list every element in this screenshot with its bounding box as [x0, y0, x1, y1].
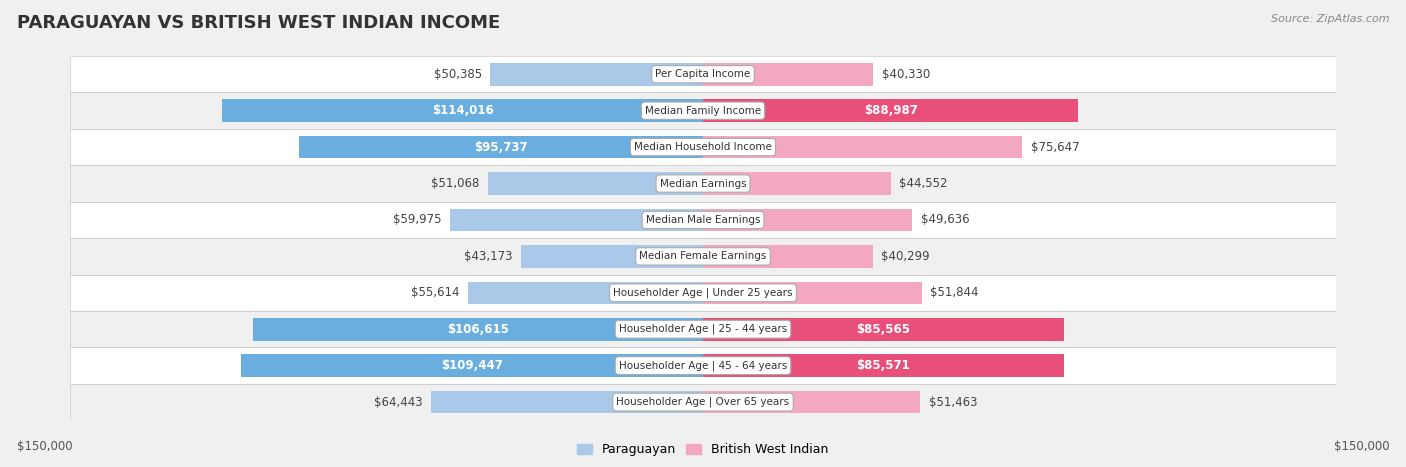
- Bar: [70, 56, 1336, 92]
- Text: $59,975: $59,975: [394, 213, 441, 226]
- Bar: [222, 99, 703, 122]
- Text: $55,614: $55,614: [412, 286, 460, 299]
- Text: $40,299: $40,299: [882, 250, 929, 263]
- Bar: [520, 245, 703, 268]
- Bar: [299, 136, 703, 158]
- Text: $109,447: $109,447: [441, 359, 503, 372]
- Text: $50,385: $50,385: [434, 68, 482, 81]
- Bar: [70, 347, 1336, 384]
- Text: Householder Age | Over 65 years: Householder Age | Over 65 years: [616, 397, 790, 407]
- Text: Median Household Income: Median Household Income: [634, 142, 772, 152]
- Bar: [70, 311, 1336, 347]
- Bar: [70, 238, 1336, 275]
- Text: $43,173: $43,173: [464, 250, 512, 263]
- Text: $40,330: $40,330: [882, 68, 929, 81]
- Bar: [70, 165, 1336, 202]
- Bar: [70, 275, 1336, 311]
- Text: $64,443: $64,443: [374, 396, 423, 409]
- Bar: [70, 238, 1336, 275]
- Bar: [703, 209, 912, 231]
- Bar: [70, 384, 1336, 420]
- Bar: [70, 384, 1336, 420]
- Bar: [488, 172, 703, 195]
- Bar: [242, 354, 703, 377]
- Bar: [703, 354, 1064, 377]
- Text: $106,615: $106,615: [447, 323, 509, 336]
- Text: Source: ZipAtlas.com: Source: ZipAtlas.com: [1271, 14, 1389, 24]
- Bar: [70, 129, 1336, 165]
- Bar: [703, 99, 1078, 122]
- Bar: [703, 245, 873, 268]
- Bar: [70, 165, 1336, 202]
- Bar: [491, 63, 703, 85]
- Bar: [450, 209, 703, 231]
- Text: Householder Age | Under 25 years: Householder Age | Under 25 years: [613, 288, 793, 298]
- Text: $51,844: $51,844: [931, 286, 979, 299]
- Bar: [70, 92, 1336, 129]
- Bar: [70, 311, 1336, 347]
- Bar: [432, 391, 703, 413]
- Bar: [703, 391, 920, 413]
- Bar: [253, 318, 703, 340]
- Text: $85,571: $85,571: [856, 359, 910, 372]
- Text: $75,647: $75,647: [1031, 141, 1080, 154]
- Bar: [70, 202, 1336, 238]
- Text: $150,000: $150,000: [1333, 440, 1389, 453]
- Text: PARAGUAYAN VS BRITISH WEST INDIAN INCOME: PARAGUAYAN VS BRITISH WEST INDIAN INCOME: [17, 14, 501, 32]
- Bar: [703, 282, 922, 304]
- Bar: [703, 63, 873, 85]
- Text: $114,016: $114,016: [432, 104, 494, 117]
- Text: $150,000: $150,000: [17, 440, 73, 453]
- Text: Median Earnings: Median Earnings: [659, 178, 747, 189]
- Text: Householder Age | 45 - 64 years: Householder Age | 45 - 64 years: [619, 361, 787, 371]
- Text: Householder Age | 25 - 44 years: Householder Age | 25 - 44 years: [619, 324, 787, 334]
- Bar: [703, 318, 1064, 340]
- Text: $44,552: $44,552: [900, 177, 948, 190]
- Bar: [703, 136, 1022, 158]
- Bar: [70, 347, 1336, 384]
- Bar: [70, 275, 1336, 311]
- Bar: [468, 282, 703, 304]
- Text: $88,987: $88,987: [863, 104, 918, 117]
- Text: $95,737: $95,737: [474, 141, 527, 154]
- Bar: [70, 92, 1336, 129]
- Bar: [703, 172, 891, 195]
- Bar: [70, 129, 1336, 165]
- Text: $51,068: $51,068: [430, 177, 479, 190]
- Text: $51,463: $51,463: [928, 396, 977, 409]
- Text: $49,636: $49,636: [921, 213, 969, 226]
- Bar: [70, 202, 1336, 238]
- Bar: [70, 56, 1336, 92]
- Text: Median Female Earnings: Median Female Earnings: [640, 251, 766, 262]
- Text: Median Family Income: Median Family Income: [645, 106, 761, 116]
- Legend: Paraguayan, British West Indian: Paraguayan, British West Indian: [572, 439, 834, 461]
- Text: Per Capita Income: Per Capita Income: [655, 69, 751, 79]
- Text: $85,565: $85,565: [856, 323, 911, 336]
- Text: Median Male Earnings: Median Male Earnings: [645, 215, 761, 225]
